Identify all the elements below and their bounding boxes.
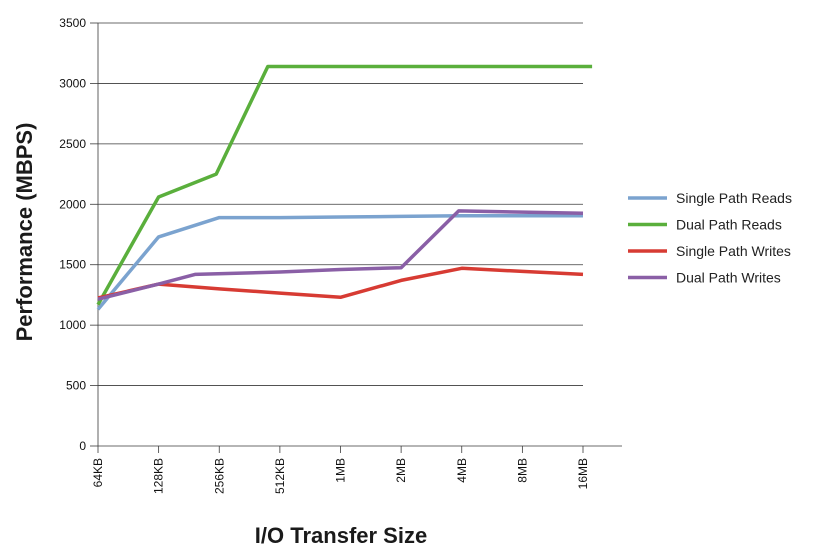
- y-tick-label: 2000: [59, 197, 86, 211]
- y-tick-label: 500: [66, 379, 86, 393]
- x-tick-label: 2MB: [394, 458, 408, 483]
- y-tick-label: 2500: [59, 137, 86, 151]
- x-tick-label: 128KB: [152, 458, 166, 494]
- gridlines: [98, 22, 583, 386]
- x-tick-label: 16MB: [576, 458, 590, 489]
- series-line-single-path-writes: [97, 266, 584, 300]
- y-tick-label: 3000: [59, 76, 86, 90]
- legend-label: Single Path Writes: [676, 243, 791, 259]
- x-tick-label: 64KB: [91, 458, 105, 487]
- y-tick-label: 3500: [59, 16, 86, 30]
- series-line-dual-path-writes: [97, 209, 584, 301]
- legend: Single Path Reads Dual Path Reads Single P…: [628, 190, 792, 286]
- x-tick-label: 256KB: [212, 458, 226, 494]
- x-tick-label: 1MB: [334, 458, 348, 483]
- series-line-dual-path-reads: [96, 64, 593, 306]
- y-axis-title: Performance (MBPS): [12, 123, 37, 342]
- legend-label: Single Path Reads: [676, 190, 792, 206]
- legend-label: Dual Path Reads: [676, 217, 782, 233]
- y-tick-label: 1500: [59, 258, 86, 272]
- axes: 0 500 1000 1500 2000 2500 3000 3500 64KB 128KB 256…: [59, 16, 622, 494]
- y-tick-label: 1000: [59, 318, 86, 332]
- legend-label: Dual Path Writes: [676, 270, 781, 286]
- series-lines: [96, 64, 593, 311]
- x-tick-label: 8MB: [515, 458, 529, 483]
- x-axis-title: I/O Transfer Size: [255, 523, 427, 548]
- x-tick-label: 4MB: [455, 458, 469, 483]
- y-tick-label: 0: [79, 439, 86, 453]
- x-tick-label: 512KB: [273, 458, 287, 494]
- series-line-single-path-reads: [96, 214, 583, 311]
